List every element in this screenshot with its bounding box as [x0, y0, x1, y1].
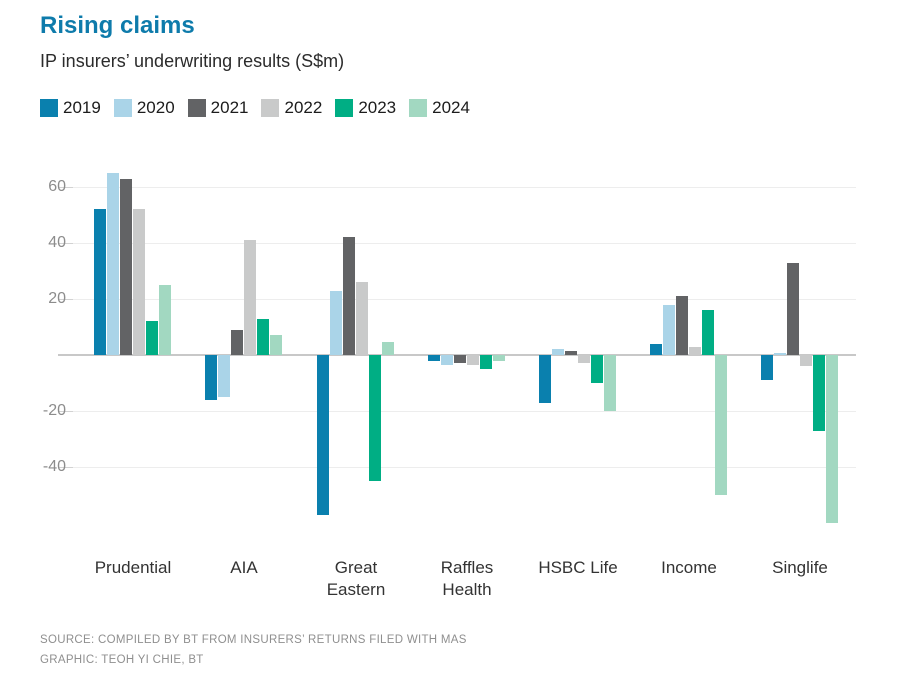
bar-2021-income: [676, 296, 688, 355]
bar-2023-singlife: [813, 355, 825, 431]
bar-2019-prudential: [94, 209, 106, 355]
bar-2023-aia: [257, 319, 269, 355]
bar-2024-aia: [270, 335, 282, 355]
chart-title: Rising claims: [40, 12, 195, 39]
legend-swatch-2021: [187, 99, 206, 117]
bar-2019-income: [650, 344, 662, 355]
legend-swatch-2024: [409, 99, 428, 117]
bar-2019-raffles-health: [428, 355, 440, 361]
legend-label-2021: 2021: [210, 98, 249, 117]
bar-2022-prudential: [133, 209, 145, 355]
bar-2022-singlife: [800, 355, 812, 366]
bar-2023-hsbc-life: [591, 355, 603, 383]
bar-2020-aia: [218, 355, 230, 397]
legend-item-2019: 2019: [40, 98, 101, 118]
bar-2024-singlife: [826, 355, 838, 523]
legend-item-2022: 2022: [261, 98, 322, 118]
bar-2022-great-eastern: [356, 282, 368, 355]
axis-tick: [58, 243, 73, 244]
bar-2019-singlife: [761, 355, 773, 380]
bar-2023-raffles-health: [480, 355, 492, 369]
chart-legend: 2019 2020 2021 2022 2023 2024: [40, 98, 470, 118]
bar-2024-great-eastern: [382, 342, 394, 355]
legend-item-2024: 2024: [409, 98, 470, 118]
gridline: [73, 411, 856, 412]
bar-2021-hsbc-life: [565, 351, 577, 355]
axis-tick: [58, 187, 73, 188]
bar-2022-income: [689, 347, 701, 355]
gridline: [73, 467, 856, 468]
axis-tick: [58, 467, 73, 468]
chart-subtitle: IP insurers’ underwriting results (S$m): [40, 51, 345, 71]
bar-2023-income: [702, 310, 714, 355]
bar-2019-aia: [205, 355, 217, 400]
bar-2022-aia: [244, 240, 256, 355]
bar-2021-singlife: [787, 263, 799, 355]
bar-2023-great-eastern: [369, 355, 381, 481]
bar-2024-income: [715, 355, 727, 495]
category-label: HSBC Life: [538, 558, 618, 577]
category-label: AIA: [230, 558, 258, 577]
legend-swatch-2019: [40, 99, 58, 117]
gridline: [73, 243, 856, 244]
bar-2020-singlife: [774, 353, 786, 355]
bar-2020-hsbc-life: [552, 349, 564, 355]
bar-2024-raffles-health: [493, 355, 505, 361]
legend-swatch-2022: [261, 99, 280, 117]
category-label: Prudential: [94, 558, 172, 577]
legend-item-2021: 2021: [187, 98, 249, 118]
bar-2019-hsbc-life: [539, 355, 551, 403]
bar-2020-prudential: [107, 173, 119, 355]
bar-2020-income: [663, 305, 675, 355]
legend-item-2023: 2023: [335, 98, 396, 118]
axis-tick: [58, 299, 73, 300]
legend-label-2022: 2022: [284, 98, 323, 117]
axis-tick: [58, 411, 73, 412]
y-axis-label: -20: [42, 402, 66, 419]
bar-2024-hsbc-life: [604, 355, 616, 411]
bar-2024-prudential: [159, 285, 171, 355]
bar-2022-hsbc-life: [578, 355, 590, 363]
source-credit: SOURCE: COMPILED BY BT FROM INSURERS’ RE…: [40, 634, 467, 646]
category-label: Raffles Health: [440, 558, 494, 599]
bar-2023-prudential: [146, 321, 158, 355]
y-axis-label: -40: [42, 458, 66, 475]
category-label: Great Eastern: [326, 558, 386, 599]
category-label: Singlife: [772, 558, 828, 577]
y-axis-label: 40: [48, 234, 66, 251]
y-axis-label: 20: [48, 290, 66, 307]
bar-2021-great-eastern: [343, 237, 355, 355]
legend-label-2023: 2023: [358, 98, 397, 117]
bar-2020-raffles-health: [441, 355, 453, 365]
graphic-credit: GRAPHIC: TEOH YI CHIE, BT: [40, 654, 204, 666]
legend-label-2024: 2024: [432, 98, 470, 117]
legend-swatch-2020: [113, 99, 132, 117]
gridline: [73, 299, 856, 300]
category-label: Income: [661, 558, 717, 577]
legend-item-2020: 2020: [113, 98, 175, 118]
legend-swatch-2023: [335, 99, 354, 117]
legend-label-2019: 2019: [63, 98, 101, 117]
bar-2019-great-eastern: [317, 355, 329, 515]
bar-2022-raffles-health: [467, 355, 479, 365]
bar-2021-raffles-health: [454, 355, 466, 363]
y-axis-label: 60: [48, 178, 66, 195]
legend-label-2020: 2020: [136, 98, 175, 117]
bar-2021-aia: [231, 330, 243, 355]
bar-2021-prudential: [120, 179, 132, 355]
bar-2020-great-eastern: [330, 291, 342, 355]
gridline: [73, 187, 856, 188]
